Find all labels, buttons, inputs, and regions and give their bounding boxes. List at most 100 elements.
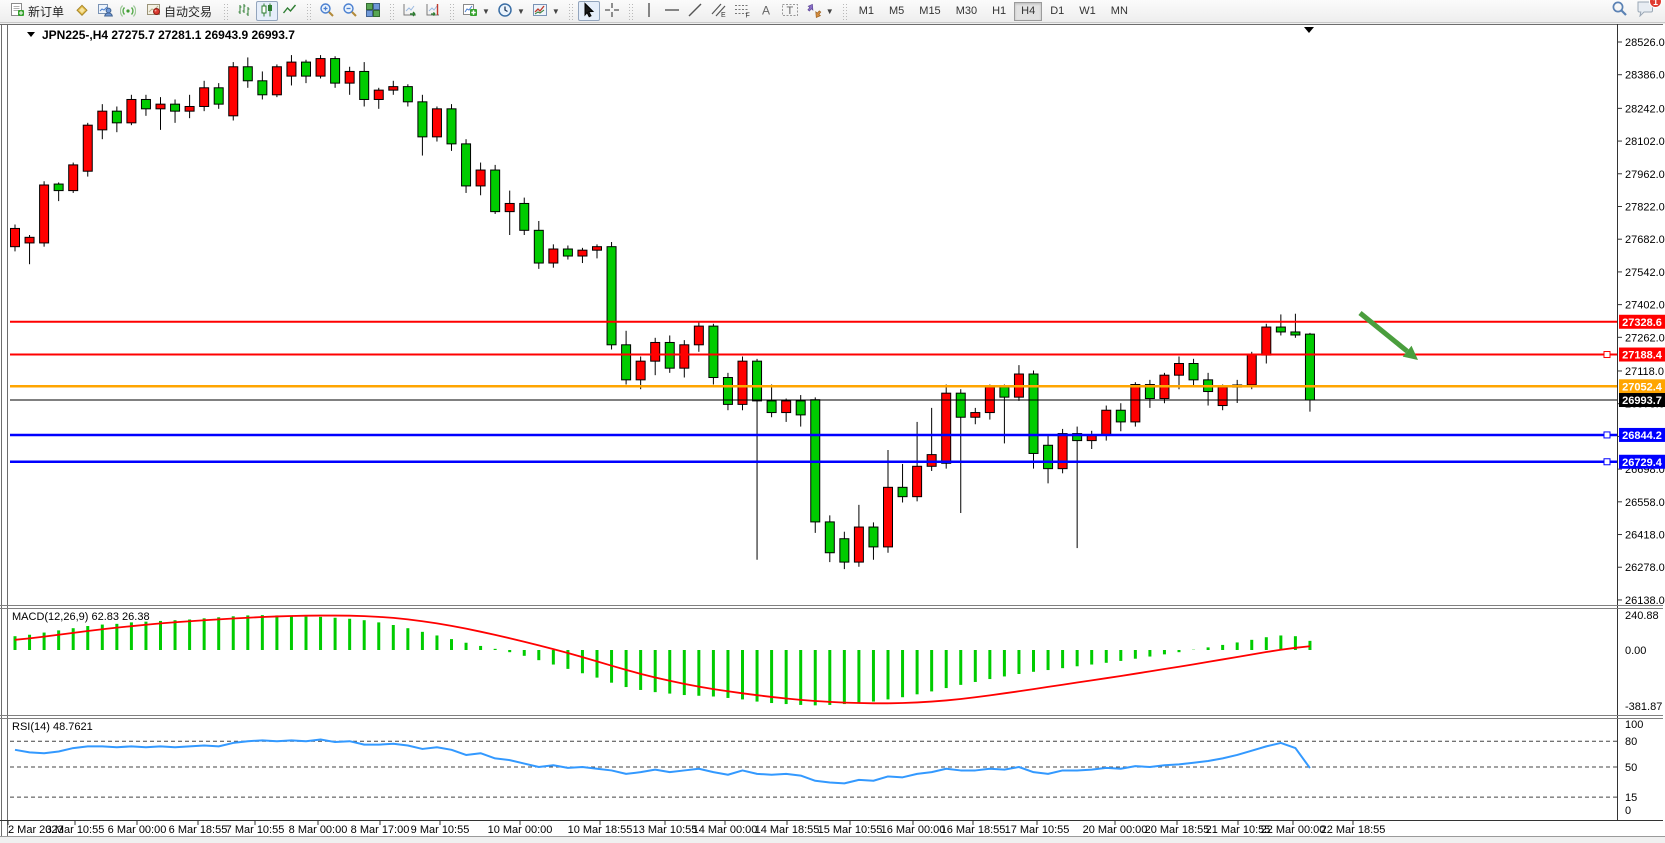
svg-text:28102.0: 28102.0 (1625, 136, 1665, 148)
cursor-tool-button[interactable] (577, 1, 600, 21)
svg-text:26558.0: 26558.0 (1625, 497, 1665, 509)
toolbar-grip (305, 2, 313, 20)
svg-text:27262.0: 27262.0 (1625, 332, 1665, 344)
candle (126, 98, 137, 124)
timeframe-m1[interactable]: M1 (852, 2, 881, 21)
chart-canvas[interactable]: 28526.0 28386.0 28242.0 28102.0 27962.0 27822… (0, 24, 1665, 837)
line-chart-style-button[interactable] (279, 1, 301, 21)
market-depth-button[interactable] (94, 1, 116, 21)
candle (388, 86, 399, 91)
candle (170, 103, 181, 112)
timeframe-m15[interactable]: M15 (912, 2, 947, 21)
candle (1246, 353, 1257, 386)
svg-text:26844.2: 26844.2 (1622, 430, 1662, 442)
symbol-dropdown-icon[interactable] (27, 32, 35, 37)
bar-chart-style-button[interactable] (233, 1, 255, 21)
hline-handle[interactable] (1603, 458, 1611, 466)
rsi-line (14, 738, 1311, 785)
candle (10, 227, 20, 248)
tile-windows-icon (365, 2, 381, 21)
trendline-tool-button[interactable] (684, 1, 706, 21)
candles (10, 55, 1315, 570)
quotes-button[interactable] (71, 1, 93, 21)
chart-window[interactable]: 28526.0 28386.0 28242.0 28102.0 27962.0 27822… (0, 24, 1665, 837)
candle (344, 70, 355, 84)
candle (592, 246, 602, 251)
fibonacci-icon: F (734, 2, 751, 21)
candle (970, 412, 981, 418)
time-label: 6 Mar 00:00 (108, 824, 167, 836)
time-label: 14 Mar 00:00 (693, 824, 758, 836)
candle (1290, 331, 1301, 336)
candle (373, 89, 384, 100)
crosshair-tool-button[interactable] (601, 1, 623, 21)
tile-windows-button[interactable] (362, 1, 384, 21)
timeframe-w1[interactable]: W1 (1072, 2, 1103, 21)
candle (402, 86, 413, 103)
candle (1275, 326, 1286, 333)
channel-tool-button[interactable]: E (707, 1, 730, 21)
macd-label: MACD(12,26,9) 62.83 26.38 (12, 611, 150, 623)
timeframe-h1[interactable]: H1 (985, 2, 1013, 21)
timeframe-mn[interactable]: MN (1104, 2, 1135, 21)
candle (1217, 386, 1228, 407)
add-indicator-button[interactable]: ▼ (459, 1, 493, 21)
candle (999, 386, 1010, 398)
trend-arrow[interactable] (1358, 311, 1418, 360)
vertical-line-tool-button[interactable] (638, 1, 660, 21)
macd-signal-line (14, 614, 1311, 705)
hline-handle[interactable] (1603, 431, 1611, 439)
periods-button[interactable]: ▼ (494, 1, 528, 21)
svg-text:50: 50 (1625, 762, 1637, 774)
timeframe-m30[interactable]: M30 (949, 2, 984, 21)
chat-button[interactable]: 1 (1636, 0, 1662, 22)
candle (301, 61, 311, 77)
svg-text:26729.4: 26729.4 (1622, 457, 1663, 469)
horizontal-line-tool-button[interactable] (661, 1, 683, 21)
hline-handle[interactable] (1603, 351, 1611, 359)
svg-text:27188.4: 27188.4 (1622, 350, 1663, 362)
candle (912, 465, 923, 498)
candle (897, 486, 908, 498)
text-tool-button[interactable]: A (755, 1, 777, 21)
time-label: 16 Mar 00:00 (881, 824, 946, 836)
zoom-out-icon (342, 2, 358, 21)
templates-button[interactable]: ▼ (529, 1, 563, 21)
time-label: 9 Mar 10:55 (411, 824, 470, 836)
timeframe-m5[interactable]: M5 (882, 2, 911, 21)
chart-shift-marker[interactable] (1304, 27, 1314, 33)
timeframe-h4[interactable]: H4 (1014, 1, 1043, 21)
candle (766, 400, 777, 414)
new-order-button[interactable]: 新订单 (4, 1, 70, 21)
search-icon[interactable] (1611, 0, 1628, 22)
timeframe-d1[interactable]: D1 (1043, 2, 1071, 21)
candle (68, 164, 79, 192)
svg-text:28242.0: 28242.0 (1625, 103, 1665, 115)
label-tool-button[interactable]: T (778, 1, 802, 21)
chart-shift-button[interactable] (422, 1, 444, 21)
chevron-down-icon: ▼ (516, 6, 525, 16)
candle (475, 169, 486, 187)
arrows-tool-button[interactable]: ▼ (803, 1, 837, 21)
candle (330, 58, 341, 84)
candle (795, 400, 806, 416)
horizontal-lines[interactable] (10, 320, 1617, 466)
chart-title-text: JPN225-,H4 27275.7 27281.1 26943.9 26993… (42, 28, 295, 42)
auto-trading-button[interactable]: 自动交易 (140, 1, 218, 21)
time-label: 22 Mar 00:00 (1261, 824, 1326, 836)
fibonacci-tool-button[interactable]: F (731, 1, 754, 21)
zoom-in-button[interactable] (316, 1, 338, 21)
candle (140, 98, 151, 110)
svg-text:27328.6: 27328.6 (1622, 317, 1662, 329)
svg-text:-381.87: -381.87 (1625, 701, 1662, 713)
zoom-out-button[interactable] (339, 1, 361, 21)
time-label: 3 Mar 10:55 (46, 824, 105, 836)
toolbar-grip (840, 2, 848, 20)
candle (1174, 362, 1184, 376)
svg-text:28526.0: 28526.0 (1625, 37, 1665, 49)
auto-scroll-button[interactable] (399, 1, 421, 21)
candlestick-style-button[interactable] (256, 1, 279, 21)
signals-button[interactable] (117, 1, 139, 21)
candle (693, 325, 704, 346)
svg-text:0: 0 (1625, 805, 1631, 817)
